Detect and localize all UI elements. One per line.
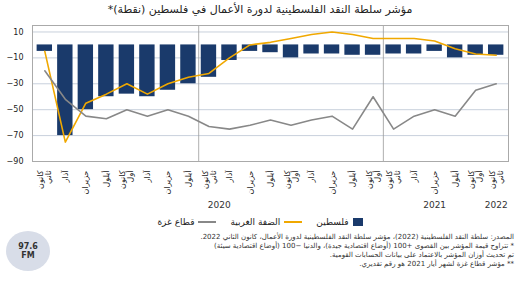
svg-text:2022: 2022 <box>485 200 508 210</box>
html-text:97.6 FM: 97.6 FM <box>18 242 38 260</box>
svg-text:كانونأول: كانونأول <box>365 170 382 189</box>
svg-text:−90: −90 <box>7 157 24 166</box>
svg-text:أيلول: أيلول <box>265 171 275 188</box>
svg-text:كانونثاني: كانونثاني <box>201 170 218 189</box>
svg-text:كانونأول: كانونأول <box>283 170 300 189</box>
html-text:** مؤشر قطاع غزة لشهر أيار 202: ** مؤشر قطاع غزة لشهر أيار 2021 هو رقم ت… <box>359 260 514 268</box>
svg-text:كانونثاني: كانونثاني <box>488 170 505 189</box>
html-text:فلسطين: فلسطين <box>316 217 349 227</box>
svg-text:أيلول: أيلول <box>347 171 357 188</box>
svg-text:أيلول: أيلول <box>450 171 460 188</box>
svg-text:حزيران: حزيران <box>81 170 90 194</box>
html-text:الضفة الغربية: الضفة الغربية <box>230 217 281 227</box>
svg-text:−50: −50 <box>7 105 24 114</box>
svg-text:آذار: آذار <box>409 170 419 184</box>
svg-text:كانونأول: كانونأول <box>467 170 484 189</box>
html-text:مؤشر سلطة النقد الفلسطينية لدو: مؤشر سلطة النقد الفلسطينية لدورة الأعمال… <box>107 3 413 16</box>
svg-text:2020: 2020 <box>208 200 231 210</box>
svg-text:كانونثاني: كانونثاني <box>36 170 53 189</box>
svg-text:−30: −30 <box>7 79 24 88</box>
html-text:المصدر: سلطة النقد الفلسطينية: المصدر: سلطة النقد الفلسطينية (2022)، مؤ… <box>200 233 514 241</box>
svg-text:حزيران: حزيران <box>246 170 255 194</box>
html-text:تم تحديث أوزان المؤشر بالاعتما: تم تحديث أوزان المؤشر بالاعتماد على بيان… <box>329 251 514 259</box>
svg-text:2021: 2021 <box>423 200 446 210</box>
svg-text:كانونثاني: كانونثاني <box>385 170 402 189</box>
svg-text:حزيران: حزيران <box>163 170 172 194</box>
svg-text:أيلول: أيلول <box>101 171 111 188</box>
html-text:* تتراوح قيمة المؤشر بين القصو: * تتراوح قيمة المؤشر بين القصوى +100 (أو… <box>214 242 514 250</box>
svg-text:آذار: آذار <box>306 170 316 184</box>
html-text:قطاع غزة: قطاع غزة <box>157 217 195 227</box>
svg-text:آذار: آذار <box>60 170 70 184</box>
svg-text:كانونأول: كانونأول <box>118 170 135 189</box>
svg-text:−70: −70 <box>7 131 24 140</box>
svg-text:10: 10 <box>13 28 23 37</box>
svg-text:آذار: آذار <box>142 170 152 184</box>
svg-text:−10: −10 <box>7 53 24 62</box>
svg-text:حزيران: حزيران <box>430 170 439 194</box>
svg-text:أيلول: أيلول <box>183 171 193 188</box>
svg-text:حزيران: حزيران <box>328 170 337 194</box>
svg-text:آذار: آذار <box>224 170 234 184</box>
